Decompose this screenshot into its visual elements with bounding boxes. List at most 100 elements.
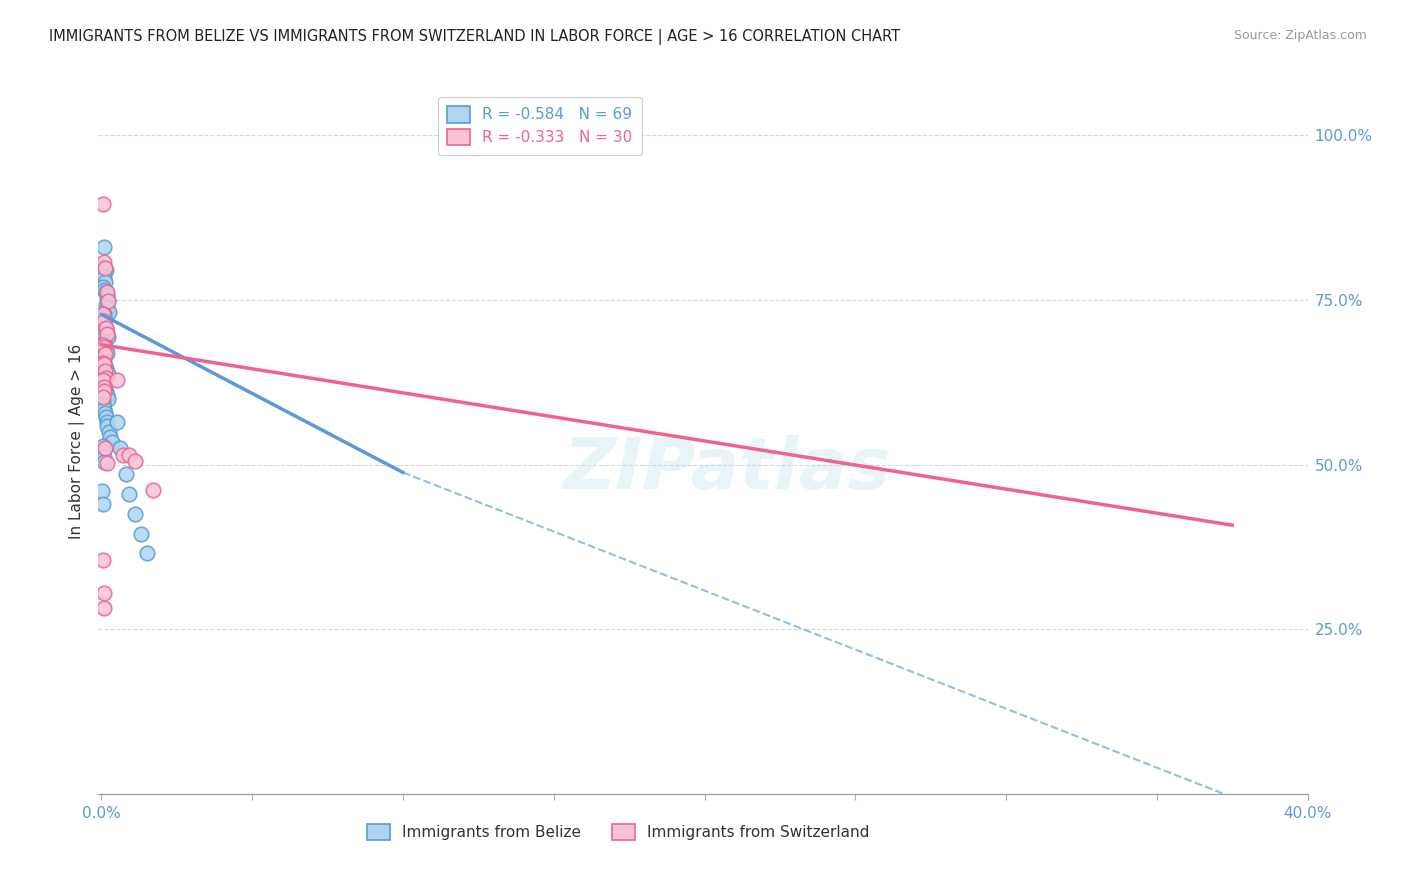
Text: ZIPatlas: ZIPatlas <box>564 435 891 504</box>
Point <box>93 318 115 332</box>
Point <box>96 388 118 402</box>
Point <box>124 454 146 468</box>
Point <box>93 380 115 394</box>
Point <box>91 553 114 567</box>
Point <box>96 385 118 400</box>
Point <box>94 382 117 396</box>
Point <box>97 392 120 406</box>
Point <box>93 310 115 324</box>
Point <box>101 434 124 449</box>
Point <box>91 373 114 387</box>
Point <box>96 345 118 359</box>
Point <box>91 260 114 274</box>
Point <box>94 359 117 374</box>
Point <box>91 279 114 293</box>
Point <box>94 364 117 378</box>
Point <box>94 322 117 336</box>
Point <box>96 343 118 357</box>
Point <box>91 308 114 322</box>
Point <box>91 439 114 453</box>
Point <box>96 285 118 299</box>
Point <box>105 373 128 387</box>
Point <box>100 430 122 444</box>
Point <box>135 547 157 561</box>
Point <box>91 349 114 363</box>
Point <box>91 373 114 387</box>
Point <box>98 305 121 319</box>
Point <box>93 269 115 284</box>
Point <box>93 450 115 464</box>
Point <box>93 358 115 372</box>
Point <box>142 483 165 497</box>
Point <box>117 487 139 501</box>
Point <box>91 197 114 211</box>
Point <box>108 441 131 455</box>
Point <box>93 308 115 322</box>
Point <box>94 406 117 420</box>
Point <box>97 368 120 382</box>
Point <box>91 444 114 458</box>
Point <box>91 398 114 412</box>
Point <box>93 586 115 600</box>
Point <box>93 335 115 350</box>
Point <box>111 448 134 462</box>
Point <box>94 285 117 299</box>
Point <box>93 455 115 469</box>
Point <box>114 467 136 482</box>
Point <box>91 312 114 326</box>
Point <box>124 507 146 521</box>
Point <box>93 240 115 254</box>
Point <box>96 419 118 434</box>
Point <box>94 319 117 334</box>
Point <box>105 415 128 429</box>
Point <box>93 337 115 351</box>
Point <box>93 354 115 368</box>
Point <box>96 365 118 379</box>
Point <box>93 402 115 417</box>
Point <box>94 261 117 276</box>
Point <box>91 315 114 329</box>
Point <box>96 291 118 305</box>
Point <box>97 330 120 344</box>
Point <box>91 497 114 511</box>
Point <box>93 357 115 371</box>
Point <box>93 283 115 297</box>
Point <box>91 391 114 405</box>
Point <box>96 301 118 315</box>
Point <box>93 340 115 354</box>
Text: Source: ZipAtlas.com: Source: ZipAtlas.com <box>1233 29 1367 42</box>
Point <box>93 376 115 390</box>
Point <box>91 333 114 347</box>
Point <box>96 370 118 384</box>
Point <box>96 327 118 342</box>
Point <box>94 410 117 425</box>
Point <box>98 425 121 439</box>
Point <box>96 456 118 470</box>
Point <box>91 395 114 409</box>
Point <box>94 275 117 289</box>
Point <box>93 601 115 615</box>
Point <box>91 483 114 498</box>
Point <box>94 362 117 376</box>
Point <box>96 287 118 301</box>
Point <box>93 254 115 268</box>
Point <box>96 327 118 342</box>
Point <box>93 314 115 328</box>
Point <box>94 441 117 455</box>
Point <box>93 384 115 398</box>
Legend: Immigrants from Belize, Immigrants from Switzerland: Immigrants from Belize, Immigrants from … <box>359 814 879 850</box>
Point <box>94 263 117 277</box>
Point <box>96 297 118 311</box>
Y-axis label: In Labor Force | Age > 16: In Labor Force | Age > 16 <box>69 344 84 539</box>
Point <box>91 370 114 384</box>
Point <box>91 355 114 369</box>
Point <box>94 347 117 361</box>
Point <box>91 351 114 366</box>
Point <box>97 294 120 309</box>
Point <box>96 415 118 429</box>
Point <box>96 325 118 339</box>
Point <box>91 337 114 351</box>
Point <box>117 448 139 462</box>
Text: IMMIGRANTS FROM BELIZE VS IMMIGRANTS FROM SWITZERLAND IN LABOR FORCE | AGE > 16 : IMMIGRANTS FROM BELIZE VS IMMIGRANTS FRO… <box>49 29 900 45</box>
Point <box>129 526 152 541</box>
